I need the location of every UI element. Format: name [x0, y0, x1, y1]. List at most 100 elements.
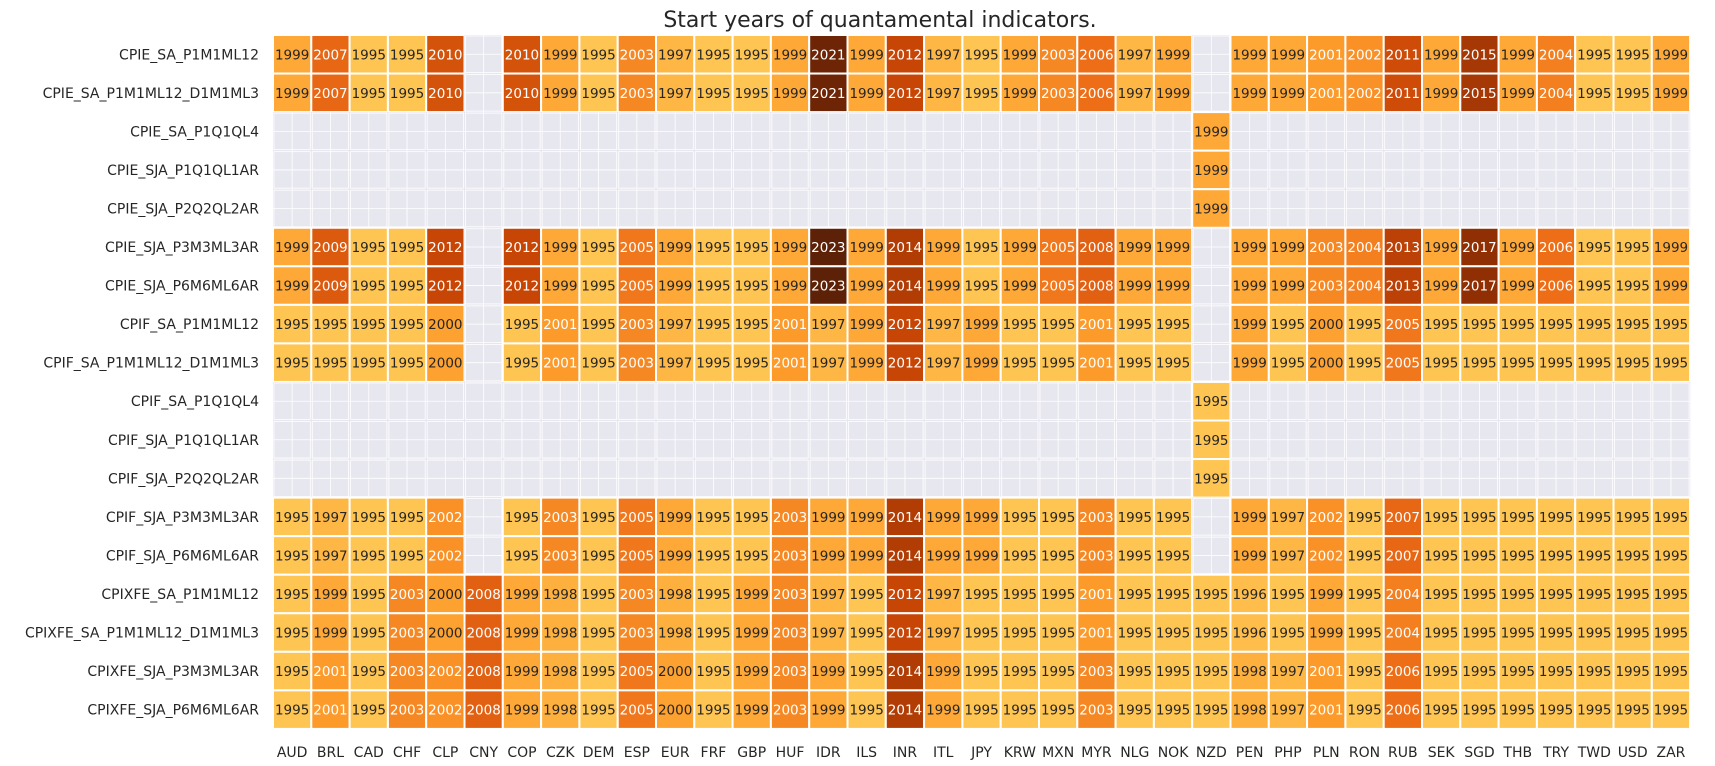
cell-value-label: 1999: [849, 86, 883, 102]
cell-value-label: 1995: [1118, 664, 1152, 680]
cell-value-label: 1995: [581, 240, 615, 256]
cell-value-label: 1999: [1654, 47, 1688, 63]
cell-value-label: 2001: [1309, 664, 1343, 680]
heatmap-cell: [1114, 303, 1155, 345]
cell-value-label: 1995: [1003, 703, 1037, 719]
cell-value-label: 1995: [352, 548, 386, 564]
cell-value-label: 1995: [1347, 548, 1381, 564]
cell-value-label: 1995: [1615, 587, 1649, 603]
cell-value-label: 2012: [888, 47, 922, 63]
cell-value-label: 1998: [658, 626, 692, 642]
cell-value-label: 1999: [1654, 240, 1688, 256]
cell-value-label: 1997: [926, 626, 960, 642]
cell-value-label: 1995: [581, 587, 615, 603]
column-label: BRL: [317, 745, 344, 761]
cell-value-label: 2003: [1041, 86, 1075, 102]
heatmap-cell: [1612, 342, 1653, 383]
heatmap-cell: [923, 72, 964, 114]
heatmap-cell: [1382, 612, 1423, 653]
cell-value-label: 1999: [1271, 47, 1305, 63]
cell-value-label: 1998: [543, 703, 577, 719]
cell-value-label: 1995: [1577, 317, 1611, 333]
cell-value-label: 1995: [964, 664, 998, 680]
heatmap-cell: [1076, 535, 1117, 576]
cell-value-label: 1995: [1462, 356, 1496, 372]
cell-value-label: 1995: [1539, 703, 1573, 719]
cell-value-label: 1995: [390, 356, 424, 372]
cell-value-label: 1999: [1424, 86, 1458, 102]
cell-value-label: 1995: [352, 664, 386, 680]
column-label: PEN: [1236, 745, 1264, 761]
cell-value-label: 1995: [1615, 664, 1649, 680]
cell-value-label: 1999: [1271, 279, 1305, 295]
cell-value-label: 1999: [926, 510, 960, 526]
cell-value-label: 1995: [696, 664, 730, 680]
heatmap-cell: [1229, 689, 1270, 730]
cell-value-label: 1999: [1309, 587, 1343, 603]
cell-value-label: 1999: [926, 279, 960, 295]
cell-value-label: 2003: [1079, 664, 1113, 680]
cell-value-label: 1999: [1424, 279, 1458, 295]
cell-value-label: 1999: [849, 510, 883, 526]
cell-value-label: 1995: [352, 356, 386, 372]
cell-value-label: 2002: [1347, 86, 1381, 102]
cell-value-label: 2000: [428, 356, 462, 372]
heatmap-cell: [272, 650, 313, 692]
column-label: JPY: [970, 745, 992, 761]
cell-value-label: 1995: [1539, 548, 1573, 564]
heatmap-cell: [884, 72, 926, 114]
heatmap-cell: [1612, 72, 1653, 114]
heatmap-cell: [272, 303, 313, 345]
cell-value-label: 1999: [658, 548, 692, 564]
cell-value-label: 1995: [696, 626, 730, 642]
cell-value-label: 1995: [1424, 587, 1458, 603]
cell-value-label: 2006: [1539, 279, 1573, 295]
cell-value-label: 1999: [1501, 279, 1535, 295]
heatmap-cell: [1382, 265, 1423, 306]
heatmap-cell: [1038, 342, 1079, 383]
heatmap-cell: [616, 72, 658, 114]
cell-value-label: 1995: [1654, 587, 1688, 603]
heatmap-cell: [540, 535, 581, 576]
cell-value-label: 2006: [1079, 86, 1113, 102]
row-label: CPIE_SJA_P1Q1QL1AR: [107, 163, 259, 179]
cell-value-label: 2000: [658, 664, 692, 680]
cell-value-label: 1995: [964, 587, 998, 603]
cell-value-label: 2003: [620, 587, 654, 603]
column-label: MYR: [1081, 745, 1112, 761]
heatmap-cell: [310, 535, 351, 576]
cell-value-label: 1995: [1041, 548, 1075, 564]
cell-value-label: 1995: [964, 86, 998, 102]
cell-value-label: 2021: [811, 86, 845, 102]
cell-value-label: 1995: [1577, 86, 1611, 102]
row-label: CPIF_SJA_P2Q2QL2AR: [108, 471, 259, 487]
cell-value-label: 1999: [1232, 47, 1266, 63]
heatmap-cell: [1038, 34, 1079, 75]
cell-value-label: 1995: [390, 548, 424, 564]
row-label: CPIE_SA_P1M1ML12: [119, 47, 259, 63]
cell-value-label: 1999: [1003, 47, 1037, 63]
heatmap-cell: [310, 342, 351, 383]
heatmap-cell: [272, 612, 313, 653]
heatmap-cell: [1038, 226, 1079, 268]
cell-value-label: 1995: [1654, 703, 1688, 719]
row-label: CPIXFE_SJA_P6M6ML6AR: [87, 703, 259, 719]
cell-value-label: 1995: [1424, 626, 1458, 642]
column-label: CHF: [393, 745, 421, 761]
heatmap-cell: [1535, 650, 1577, 692]
cell-value-label: 1999: [849, 279, 883, 295]
heatmap-cell: [1574, 650, 1615, 692]
cell-value-label: 2017: [1462, 240, 1496, 256]
cell-value-label: 2006: [1539, 240, 1573, 256]
row-label: CPIE_SJA_P2Q2QL2AR: [107, 201, 259, 217]
heatmap-cell: [310, 265, 351, 306]
heatmap-cell: [1612, 535, 1653, 576]
cell-value-label: 1995: [581, 548, 615, 564]
cell-value-label: 2006: [1079, 47, 1113, 63]
heatmap-cell: [769, 689, 811, 730]
cell-value-label: 1995: [390, 47, 424, 63]
heatmap-cell: [769, 573, 811, 615]
cell-value-label: 1995: [1615, 548, 1649, 564]
cell-value-label: 2014: [888, 279, 922, 295]
cell-value-label: 1995: [1501, 356, 1535, 372]
